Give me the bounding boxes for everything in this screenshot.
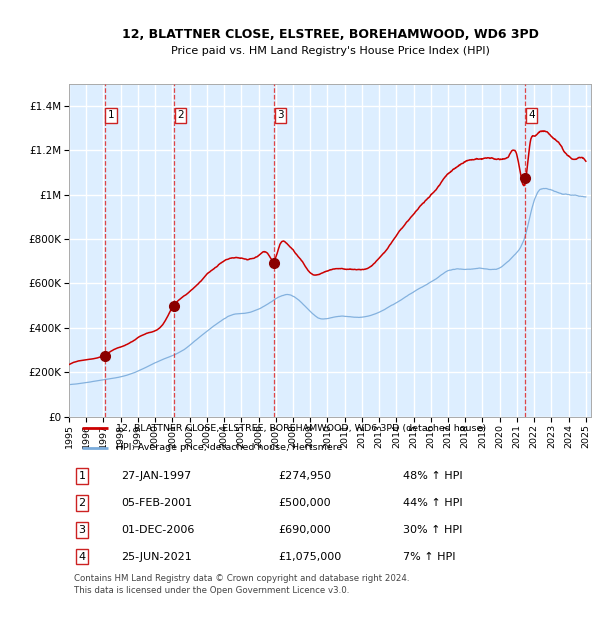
Text: 2: 2 <box>177 110 184 120</box>
Text: 3: 3 <box>277 110 284 120</box>
Text: HPI: Average price, detached house, Hertsmere: HPI: Average price, detached house, Hert… <box>116 443 343 453</box>
Text: 1: 1 <box>79 471 86 481</box>
Text: £274,950: £274,950 <box>278 471 331 481</box>
Text: Contains HM Land Registry data © Crown copyright and database right 2024.
This d: Contains HM Land Registry data © Crown c… <box>74 574 410 595</box>
Text: 27-JAN-1997: 27-JAN-1997 <box>121 471 191 481</box>
Text: £500,000: £500,000 <box>278 498 331 508</box>
Text: 7% ↑ HPI: 7% ↑ HPI <box>403 552 455 562</box>
Text: £690,000: £690,000 <box>278 525 331 535</box>
Text: 12, BLATTNER CLOSE, ELSTREE, BOREHAMWOOD, WD6 3PD: 12, BLATTNER CLOSE, ELSTREE, BOREHAMWOOD… <box>122 28 538 41</box>
Text: 48% ↑ HPI: 48% ↑ HPI <box>403 471 463 481</box>
Text: Price paid vs. HM Land Registry's House Price Index (HPI): Price paid vs. HM Land Registry's House … <box>170 46 490 56</box>
Text: 3: 3 <box>79 525 86 535</box>
Text: 05-FEB-2001: 05-FEB-2001 <box>121 498 193 508</box>
Text: 4: 4 <box>79 552 86 562</box>
Text: 1: 1 <box>108 110 115 120</box>
Text: 25-JUN-2021: 25-JUN-2021 <box>121 552 192 562</box>
Text: 30% ↑ HPI: 30% ↑ HPI <box>403 525 463 535</box>
Text: 12, BLATTNER CLOSE, ELSTREE, BOREHAMWOOD, WD6 3PD (detached house): 12, BLATTNER CLOSE, ELSTREE, BOREHAMWOOD… <box>116 423 486 433</box>
Text: 44% ↑ HPI: 44% ↑ HPI <box>403 498 463 508</box>
Text: 01-DEC-2006: 01-DEC-2006 <box>121 525 194 535</box>
Text: 4: 4 <box>528 110 535 120</box>
Text: 2: 2 <box>79 498 86 508</box>
Text: £1,075,000: £1,075,000 <box>278 552 341 562</box>
